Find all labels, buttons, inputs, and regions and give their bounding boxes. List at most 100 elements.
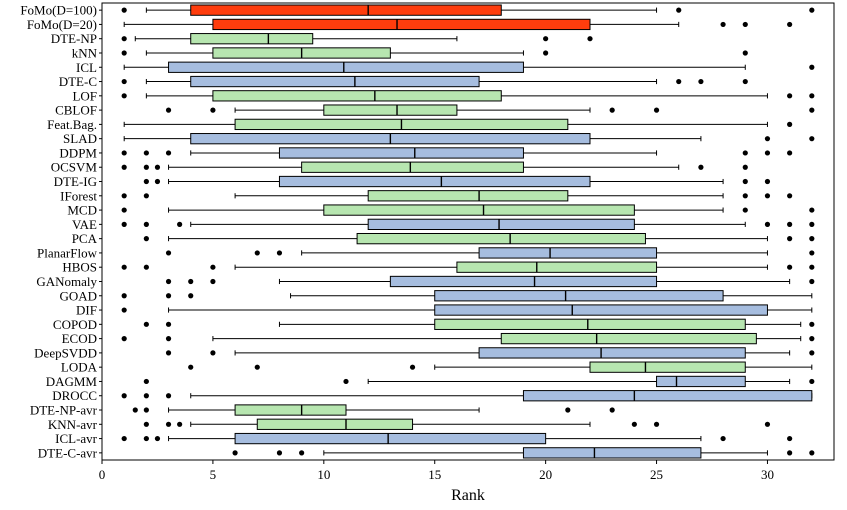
category-label: DROCC	[52, 388, 97, 403]
box-ICL	[123, 61, 815, 73]
outlier-point	[609, 107, 615, 113]
category-label: DeepSVDD	[34, 345, 97, 360]
box-CBLOF	[165, 104, 815, 116]
box-FoMo(D=20)	[123, 18, 793, 31]
box-iqr	[456, 261, 658, 273]
outlier-point	[742, 164, 748, 170]
box-iqr	[434, 290, 724, 302]
outlier-point	[143, 421, 149, 427]
box-iqr	[434, 304, 768, 316]
outlier-point	[121, 264, 127, 270]
outlier-point	[720, 21, 726, 28]
box-DeepSVDD	[165, 347, 815, 359]
outlier-point	[787, 264, 793, 270]
outlier-point	[809, 350, 815, 356]
category-label: GANomaly	[36, 274, 97, 289]
category-label: DIF	[76, 303, 97, 318]
outlier-point	[809, 221, 815, 227]
outlier-point	[809, 93, 815, 99]
box-iqr	[234, 404, 347, 416]
outlier-point	[742, 150, 748, 156]
outlier-point	[787, 121, 793, 127]
category-label: MCD	[67, 203, 97, 218]
category-label: HBOS	[62, 260, 97, 275]
outlier-point	[121, 207, 127, 213]
outlier-point	[787, 21, 793, 28]
box-LODA	[188, 361, 813, 373]
plot-frame	[101, 2, 835, 461]
outlier-point	[165, 278, 172, 285]
x-tick-label: 0	[99, 467, 106, 482]
category-label: ICL	[76, 60, 97, 75]
category-label: VAE	[72, 217, 97, 232]
outlier-point	[165, 107, 172, 113]
outlier-point	[787, 435, 793, 442]
outlier-point	[254, 364, 260, 370]
box-iqr	[212, 90, 502, 102]
outlier-point	[143, 164, 149, 170]
outlier-point	[787, 236, 793, 242]
outlier-point	[764, 150, 771, 156]
outlier-point	[143, 221, 149, 227]
category-label: PCA	[72, 231, 98, 246]
box-DIF	[121, 304, 813, 316]
outlier-point	[676, 78, 682, 85]
outlier-point	[764, 136, 771, 142]
outlier-point	[188, 278, 194, 285]
outlier-point	[809, 321, 815, 327]
box-kNN	[121, 47, 748, 59]
box-DTE-NP	[121, 33, 593, 45]
box-VAE	[121, 218, 815, 231]
box-DTE-IG	[143, 175, 771, 188]
outlier-point	[787, 193, 793, 199]
box-LOF	[121, 90, 815, 102]
outlier-point	[132, 407, 138, 413]
box-DTE-C-avr	[232, 447, 815, 459]
outlier-point	[742, 50, 748, 56]
outlier-point	[787, 150, 793, 156]
box-OCSVM	[121, 161, 748, 173]
outlier-point	[764, 178, 771, 185]
outlier-point	[742, 78, 748, 85]
box-iqr	[323, 204, 635, 216]
box-ECOD	[121, 332, 815, 345]
outlier-point	[143, 435, 149, 442]
box-ICL-avr	[121, 432, 793, 445]
outlier-point	[121, 50, 127, 56]
x-axis-title: Rank	[451, 487, 485, 504]
category-label: DTE-C-avr	[38, 445, 98, 460]
outlier-point	[742, 193, 748, 199]
outlier-point	[143, 178, 149, 185]
category-label: GOAD	[59, 288, 97, 303]
outlier-point	[809, 7, 815, 13]
outlier-point	[809, 264, 815, 270]
x-tick-label: 5	[210, 467, 217, 482]
outlier-point	[154, 435, 161, 442]
box-iqr	[500, 332, 757, 345]
box-IForest	[121, 190, 793, 202]
box-DAGMM	[143, 375, 815, 388]
category-label: COPOD	[53, 317, 97, 332]
box-PCA	[143, 232, 815, 245]
x-tick-label: 30	[761, 467, 774, 482]
outlier-point	[121, 7, 127, 13]
outlier-point	[143, 378, 149, 385]
x-tick-label: 20	[539, 467, 552, 482]
outlier-point	[299, 450, 305, 456]
outlier-point	[210, 278, 216, 285]
category-label: DTE-IG	[54, 174, 97, 189]
x-tick-label: 25	[650, 467, 663, 482]
category-label: KNN-avr	[48, 417, 98, 432]
outlier-point	[177, 421, 183, 427]
outlier-point	[165, 336, 172, 342]
box-MCD	[121, 204, 815, 216]
outlier-point	[809, 107, 815, 113]
box-iqr	[478, 247, 658, 259]
box-DTE-NP-avr	[132, 404, 615, 416]
category-label: OCSVM	[51, 160, 98, 175]
outlier-point	[210, 264, 216, 270]
box-iqr	[168, 61, 524, 73]
outlier-point	[787, 93, 793, 99]
box-iqr	[589, 361, 746, 373]
category-label: PlanarFlow	[37, 245, 98, 260]
